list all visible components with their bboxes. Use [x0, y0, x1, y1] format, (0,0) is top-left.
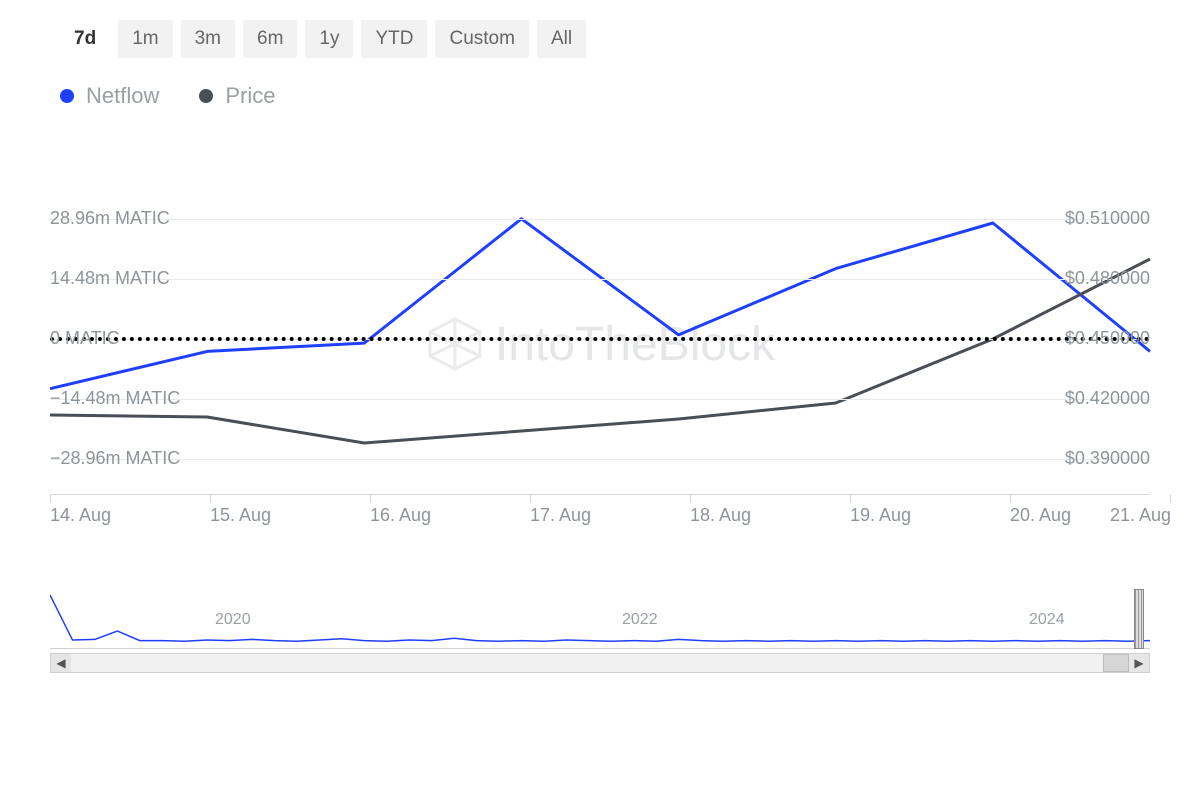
x-label: 15. Aug — [210, 505, 271, 526]
navigator-year-label: 2022 — [622, 611, 658, 629]
x-label: 19. Aug — [850, 505, 911, 526]
range-tab-custom[interactable]: Custom — [435, 20, 528, 58]
navigator-scrollbar[interactable]: ◀ ▶ — [50, 653, 1150, 673]
y-axis-right: $0.510000 $0.480000 $0.450000 $0.420000 $0.3… — [1050, 189, 1150, 529]
y-left-label: 28.96m MATIC — [50, 208, 170, 229]
y-left-label: 0 MATIC — [50, 328, 120, 349]
x-tick — [1010, 495, 1011, 503]
x-tick — [370, 495, 371, 503]
x-tick — [1170, 495, 1171, 503]
y-right-label: $0.390000 — [1065, 448, 1150, 469]
chart-legend: Netflow Price — [60, 83, 1190, 109]
gridline — [50, 399, 1150, 400]
zero-line — [50, 337, 1150, 341]
navigator-year-label: 2020 — [215, 611, 251, 629]
range-tab-7d[interactable]: 7d — [60, 20, 110, 58]
x-axis: 14. Aug 15. Aug 16. Aug 17. Aug 18. Aug 19. A… — [50, 494, 1150, 534]
x-label: 16. Aug — [370, 505, 431, 526]
nav-scroll-track[interactable] — [71, 654, 1129, 672]
y-right-label: $0.480000 — [1065, 268, 1150, 289]
x-label: 17. Aug — [530, 505, 591, 526]
x-tick — [530, 495, 531, 503]
x-tick — [210, 495, 211, 503]
legend-label: Netflow — [86, 83, 159, 109]
netflow-line — [50, 219, 1150, 389]
legend-dot-icon — [199, 89, 213, 103]
legend-item-netflow[interactable]: Netflow — [60, 83, 159, 109]
range-tab-all[interactable]: All — [537, 20, 586, 58]
range-tabs: 7d1m3m6m1yYTDCustomAll — [60, 20, 1190, 58]
nav-scroll-right-button[interactable]: ▶ — [1129, 654, 1149, 672]
y-left-label: −28.96m MATIC — [50, 448, 180, 469]
nav-scroll-thumb[interactable] — [1103, 654, 1129, 672]
range-tab-1y[interactable]: 1y — [305, 20, 353, 58]
nav-scroll-left-button[interactable]: ◀ — [51, 654, 71, 672]
main-chart: IntoTheBlock 28.96m MATIC14.48m MATIC0 M… — [50, 189, 1150, 529]
x-tick — [850, 495, 851, 503]
y-left-label: 14.48m MATIC — [50, 268, 170, 289]
legend-item-price[interactable]: Price — [199, 83, 275, 109]
x-label: 14. Aug — [50, 505, 111, 526]
gridline — [50, 459, 1150, 460]
range-tab-1m[interactable]: 1m — [118, 20, 172, 58]
x-label: 18. Aug — [690, 505, 751, 526]
y-left-label: −14.48m MATIC — [50, 388, 180, 409]
navigator-handle[interactable] — [1134, 589, 1144, 649]
range-tab-3m[interactable]: 3m — [181, 20, 235, 58]
navigator-year-label: 2024 — [1029, 611, 1065, 629]
legend-dot-icon — [60, 89, 74, 103]
y-right-label: $0.450000 — [1065, 328, 1150, 349]
y-right-label: $0.510000 — [1065, 208, 1150, 229]
range-tab-6m[interactable]: 6m — [243, 20, 297, 58]
x-tick — [690, 495, 691, 503]
legend-label: Price — [225, 83, 275, 109]
x-label: 21. Aug — [1110, 505, 1171, 526]
navigator-plot[interactable]: 2020 2022 2024 — [50, 589, 1150, 649]
y-right-label: $0.420000 — [1065, 388, 1150, 409]
x-tick — [50, 495, 51, 503]
range-tab-ytd[interactable]: YTD — [361, 20, 427, 58]
gridline — [50, 279, 1150, 280]
y-axis-left: 28.96m MATIC 14.48m MATIC 0 MATIC −14.48m M… — [50, 189, 210, 529]
time-navigator[interactable]: 2020 2022 2024 ◀ ▶ — [50, 589, 1150, 679]
gridline — [50, 219, 1150, 220]
x-label: 20. Aug — [1010, 505, 1071, 526]
